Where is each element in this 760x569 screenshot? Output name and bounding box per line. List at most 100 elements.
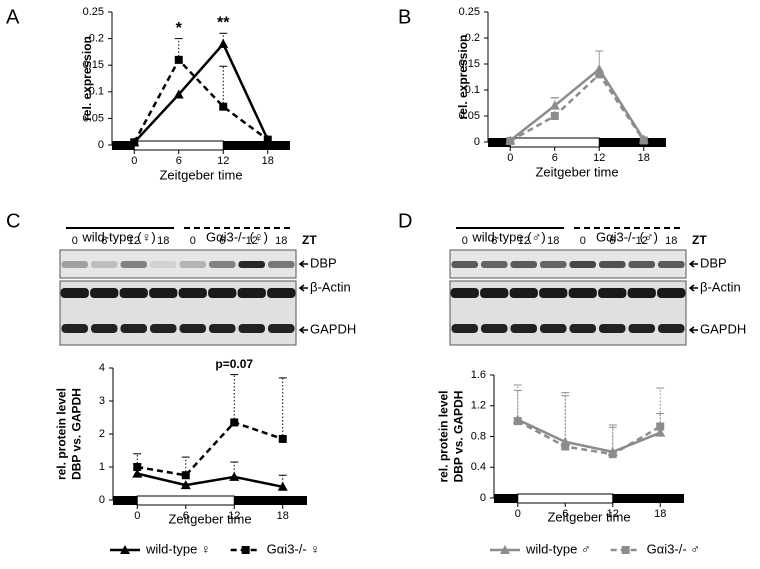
band <box>598 288 627 298</box>
band <box>238 324 266 333</box>
series-line <box>509 72 645 143</box>
lane-label: 6 <box>219 235 225 247</box>
marker <box>639 136 648 145</box>
band <box>119 288 148 298</box>
series-line <box>509 67 645 142</box>
marker <box>513 417 522 426</box>
band <box>90 288 119 298</box>
band <box>480 324 508 333</box>
light-phase <box>517 493 614 504</box>
band <box>480 288 509 298</box>
dark-phase <box>113 496 138 505</box>
band <box>149 324 177 333</box>
marker <box>655 427 666 437</box>
marker <box>218 38 229 48</box>
band <box>208 288 237 298</box>
band <box>267 288 296 298</box>
series-line <box>136 472 283 489</box>
x-tick-label: 18 <box>638 152 650 164</box>
lane-label: 0 <box>190 235 196 247</box>
marker <box>133 463 142 471</box>
y-tick-label: 0 <box>99 494 105 506</box>
band <box>61 324 89 333</box>
band <box>539 288 568 298</box>
y-tick-label: 4 <box>99 362 105 374</box>
y-tick-label: 0.05 <box>459 110 480 122</box>
y-tick-label: 0.4 <box>471 461 486 473</box>
y-axis-label: rel. protein level <box>437 390 451 482</box>
x-tick-label: 12 <box>228 510 240 522</box>
marker <box>656 422 665 431</box>
band <box>510 261 538 268</box>
band <box>569 261 597 268</box>
y-axis-label: rel. protein level <box>55 388 69 480</box>
annotation: ** <box>217 14 230 31</box>
x-tick-label: 6 <box>176 155 182 167</box>
band-arrow <box>688 260 698 268</box>
dark-phase <box>112 141 135 150</box>
zt-label: ZT <box>302 233 317 247</box>
band <box>208 324 236 333</box>
band <box>569 324 597 333</box>
band <box>238 261 266 268</box>
band <box>598 324 626 333</box>
group-label: Gαi3-/- (♀) <box>206 229 268 244</box>
series-line <box>133 57 269 143</box>
legend-marker <box>241 546 250 554</box>
lane-label: 0 <box>72 235 78 247</box>
x-tick-label: 0 <box>134 510 140 522</box>
band <box>179 261 207 268</box>
band <box>657 288 686 298</box>
lane-label: 6 <box>101 235 107 247</box>
x-tick-label: 12 <box>217 155 229 167</box>
y-tick-label: 0.25 <box>459 6 480 18</box>
lane-label: 12 <box>246 235 258 247</box>
marker <box>174 55 183 64</box>
band <box>451 324 479 333</box>
x-axis-label: Zeitgeber time <box>547 509 630 524</box>
band-label: DBP <box>310 255 337 270</box>
y-tick-label: 0 <box>98 139 104 151</box>
x-tick-label: 18 <box>262 155 274 167</box>
legend-label: Gαi3-/- ♂ <box>647 541 700 556</box>
group-label: Gαi3-/- (♂) <box>596 229 658 244</box>
lane-label: 18 <box>157 235 169 247</box>
y-tick-label: 0.25 <box>83 6 104 18</box>
band <box>149 261 177 268</box>
band <box>450 288 479 298</box>
y-axis-label: rel. expression <box>456 35 470 120</box>
band <box>510 324 538 333</box>
x-axis-label: Zeitgeber time <box>159 167 242 182</box>
y-axis-label: DBP vs. GAPDH <box>70 388 84 480</box>
dark-phase <box>488 138 511 147</box>
band <box>208 261 236 268</box>
y-tick-label: 3 <box>99 395 105 407</box>
band <box>120 261 148 268</box>
legend-label: wild-type ♀ <box>145 541 211 556</box>
lane-label: 12 <box>128 235 140 247</box>
lane-label: 18 <box>665 235 677 247</box>
marker <box>230 418 239 427</box>
series-line <box>137 421 284 477</box>
x-tick-label: 0 <box>515 508 521 520</box>
marker <box>132 468 143 478</box>
band <box>509 288 538 298</box>
band <box>178 288 207 298</box>
band <box>657 261 685 268</box>
x-tick-label: 6 <box>562 508 568 520</box>
band <box>539 324 567 333</box>
marker <box>608 450 617 459</box>
x-tick-label: 6 <box>183 510 189 522</box>
group-label: wild-type (♂) <box>471 229 545 244</box>
marker <box>277 481 288 491</box>
marker <box>173 89 184 99</box>
band-arrow <box>688 326 698 334</box>
marker <box>278 434 287 443</box>
band-label: β-Actin <box>700 279 741 294</box>
lane-label: 12 <box>518 235 530 247</box>
marker <box>181 471 190 480</box>
dark-phase <box>612 494 684 503</box>
y-tick-label: 1.6 <box>471 369 486 381</box>
marker <box>550 112 559 120</box>
lane-label: 0 <box>462 235 468 247</box>
